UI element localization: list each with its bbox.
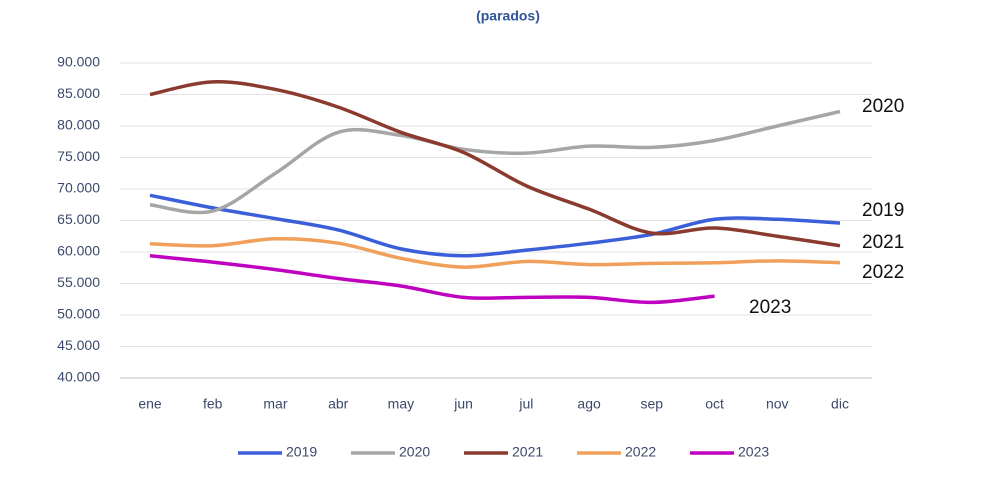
series-line (149, 109, 841, 215)
x-tick-label: jun (453, 396, 473, 412)
annotation: 2021 (862, 232, 904, 253)
annotation: 2023 (749, 297, 791, 318)
y-tick-label: 85.000 (57, 85, 100, 101)
legend-label: 2023 (738, 444, 769, 460)
series-line (149, 236, 841, 269)
series-line (149, 193, 841, 258)
y-tick-label: 75.000 (57, 148, 100, 164)
y-tick-label: 80.000 (57, 117, 100, 133)
x-tick-label: nov (766, 396, 789, 412)
annotation: 2022 (862, 262, 904, 283)
x-tick-label: oct (705, 396, 724, 412)
y-tick-label: 65.000 (57, 211, 100, 227)
y-tick-label: 40.000 (57, 369, 100, 385)
y-tick-label: 55.000 (57, 274, 100, 290)
series-line (149, 254, 715, 305)
y-tick-label: 70.000 (57, 180, 100, 196)
annotation: 2019 (862, 200, 904, 221)
legend-label: 2019 (286, 444, 317, 460)
x-tick-label: ene (138, 396, 162, 412)
annotation: 2020 (862, 96, 904, 117)
y-tick-label: 90.000 (57, 54, 100, 70)
x-tick-label: dic (831, 396, 849, 412)
y-tick-label: 45.000 (57, 337, 100, 353)
legend-label: 2022 (625, 444, 656, 460)
x-tick-label: may (388, 396, 414, 412)
x-tick-label: mar (263, 396, 287, 412)
x-tick-label: feb (203, 396, 223, 412)
y-tick-label: 50.000 (57, 306, 100, 322)
x-tick-label: sep (641, 396, 664, 412)
x-tick-label: abr (328, 396, 349, 412)
x-tick-label: ago (577, 396, 601, 412)
chart-subtitle: (parados) (476, 8, 540, 24)
y-tick-label: 60.000 (57, 243, 100, 259)
legend-label: 2021 (512, 444, 543, 460)
x-tick-label: jul (518, 396, 533, 412)
legend-label: 2020 (399, 444, 430, 460)
series-line (149, 80, 841, 248)
